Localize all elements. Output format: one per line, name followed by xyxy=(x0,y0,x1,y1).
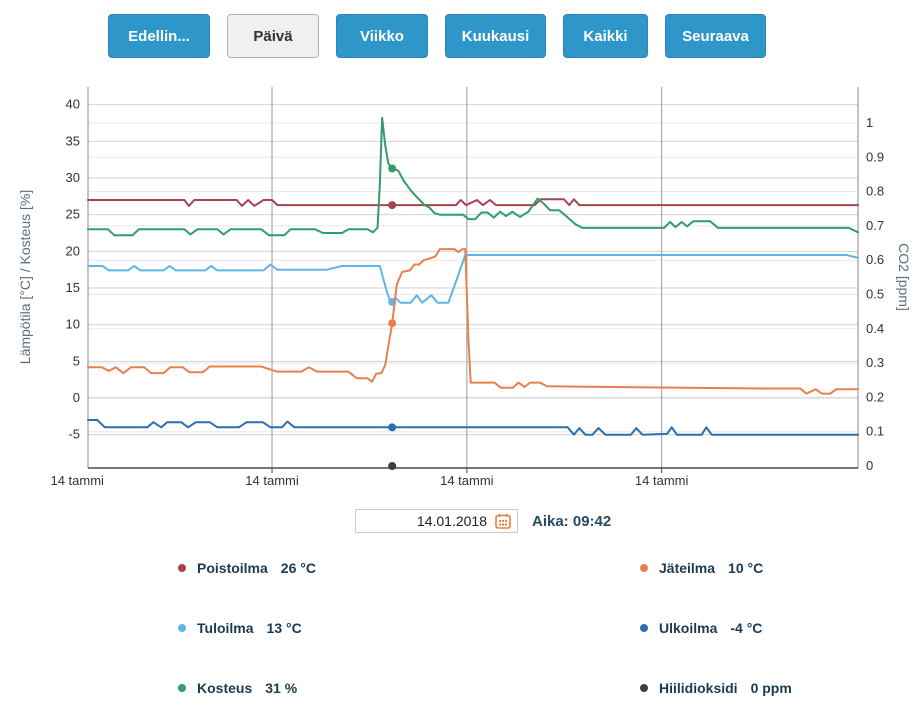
legend-item-poistoilma[interactable]: Poistoilma 26 °C xyxy=(178,560,316,576)
x-tick-label: 14 tammi xyxy=(245,473,299,488)
x-tick-label: 14 tammi xyxy=(50,473,104,488)
legend-value: 10 °C xyxy=(728,560,764,576)
next-button[interactable]: Seuraava xyxy=(665,14,766,58)
kosteus-dot-icon xyxy=(178,684,186,692)
legend-name: Ulkoilma xyxy=(659,620,718,636)
date-time-row: Aika: 09:42 xyxy=(355,509,611,533)
legend-item-jateilma[interactable]: Jäteilma 10 °C xyxy=(640,560,763,576)
legend-item-tuloilma[interactable]: Tuloilma 13 °C xyxy=(178,620,302,636)
poistoilma-dot-icon xyxy=(178,564,186,572)
left-tick-label: 25 xyxy=(66,207,80,222)
calendar-icon[interactable] xyxy=(495,513,511,529)
right-tick-label: 0.7 xyxy=(866,218,884,233)
left-tick-label: 10 xyxy=(66,317,80,332)
time-range-toolbar: Edellin... Päivä Viikko Kuukausi Kaikki … xyxy=(108,14,766,58)
week-button[interactable]: Viikko xyxy=(336,14,428,58)
legend-item-hiilidioksidi[interactable]: Hiilidioksidi 0 ppm xyxy=(640,680,792,696)
date-input[interactable] xyxy=(355,509,518,533)
right-tick-label: 0.6 xyxy=(866,252,884,267)
x-tick-label: 14 tammi xyxy=(635,473,689,488)
legend-value: 31 % xyxy=(265,680,298,696)
right-tick-label: 0 xyxy=(866,458,873,473)
x-tick-label: 14 tammi xyxy=(440,473,494,488)
left-tick-label: 35 xyxy=(66,133,80,148)
marker-kosteus xyxy=(388,164,397,173)
time-label: Aika: 09:42 xyxy=(532,512,612,530)
right-tick-label: 0.1 xyxy=(866,424,884,439)
left-tick-label: 20 xyxy=(66,243,80,258)
right-tick-label: 0.5 xyxy=(866,287,884,302)
legend-item-kosteus[interactable]: Kosteus 31 % xyxy=(178,680,297,696)
legend-value: -4 °C xyxy=(730,620,763,636)
legend-name: Jäteilma xyxy=(659,560,716,576)
series-ulkoilma xyxy=(87,419,859,436)
marker-hiilidioksidi xyxy=(388,462,397,470)
series-tuloilma xyxy=(87,254,859,304)
right-tick-label: 0.8 xyxy=(866,184,884,199)
series-jäteilma xyxy=(87,248,859,395)
right-tick-label: 1 xyxy=(866,115,873,130)
legend-name: Tuloilma xyxy=(197,620,254,636)
legend-item-ulkoilma[interactable]: Ulkoilma -4 °C xyxy=(640,620,762,636)
jateilma-dot-icon xyxy=(640,564,648,572)
legend-name: Poistoilma xyxy=(197,560,268,576)
day-button[interactable]: Päivä xyxy=(227,14,319,58)
left-tick-label: 40 xyxy=(66,97,80,112)
marker-poistoilma xyxy=(388,201,397,210)
series-poistoilma xyxy=(87,198,859,207)
right-tick-label: 0.4 xyxy=(866,321,884,336)
legend-value: 13 °C xyxy=(266,620,302,636)
hiilidioksidi-dot-icon xyxy=(640,684,648,692)
legend-name: Kosteus xyxy=(197,680,253,696)
right-axis-title: CO2 [ppm] xyxy=(896,243,912,311)
marker-jäteilma xyxy=(388,319,397,328)
right-tick-label: 0.3 xyxy=(866,355,884,370)
month-button[interactable]: Kuukausi xyxy=(445,14,546,58)
marker-ulkoilma xyxy=(388,423,397,432)
left-tick-label: 15 xyxy=(66,280,80,295)
previous-button[interactable]: Edellin... xyxy=(108,14,210,58)
left-tick-label: -5 xyxy=(68,427,80,442)
left-tick-label: 5 xyxy=(73,353,80,368)
tuloilma-dot-icon xyxy=(178,624,186,632)
all-button[interactable]: Kaikki xyxy=(563,14,648,58)
left-tick-label: 0 xyxy=(73,390,80,405)
series-kosteus xyxy=(87,116,859,237)
left-tick-label: 30 xyxy=(66,170,80,185)
date-picker xyxy=(355,509,518,533)
left-axis-title: Lämpötila [°C] / Kosteus [%] xyxy=(17,190,33,364)
right-tick-label: 0.2 xyxy=(866,389,884,404)
right-tick-label: 0.9 xyxy=(866,149,884,164)
ulkoilma-dot-icon xyxy=(640,624,648,632)
legend-value: 26 °C xyxy=(280,560,316,576)
legend-value: 0 ppm xyxy=(750,680,792,696)
legend-name: Hiilidioksidi xyxy=(659,680,738,696)
timeseries-chart[interactable]: 40 35 30 25 20 15 10 5 0 -5 1 0.9 0.8 0.7 0.6 0.5 0.4 0.3… xyxy=(0,75,916,505)
